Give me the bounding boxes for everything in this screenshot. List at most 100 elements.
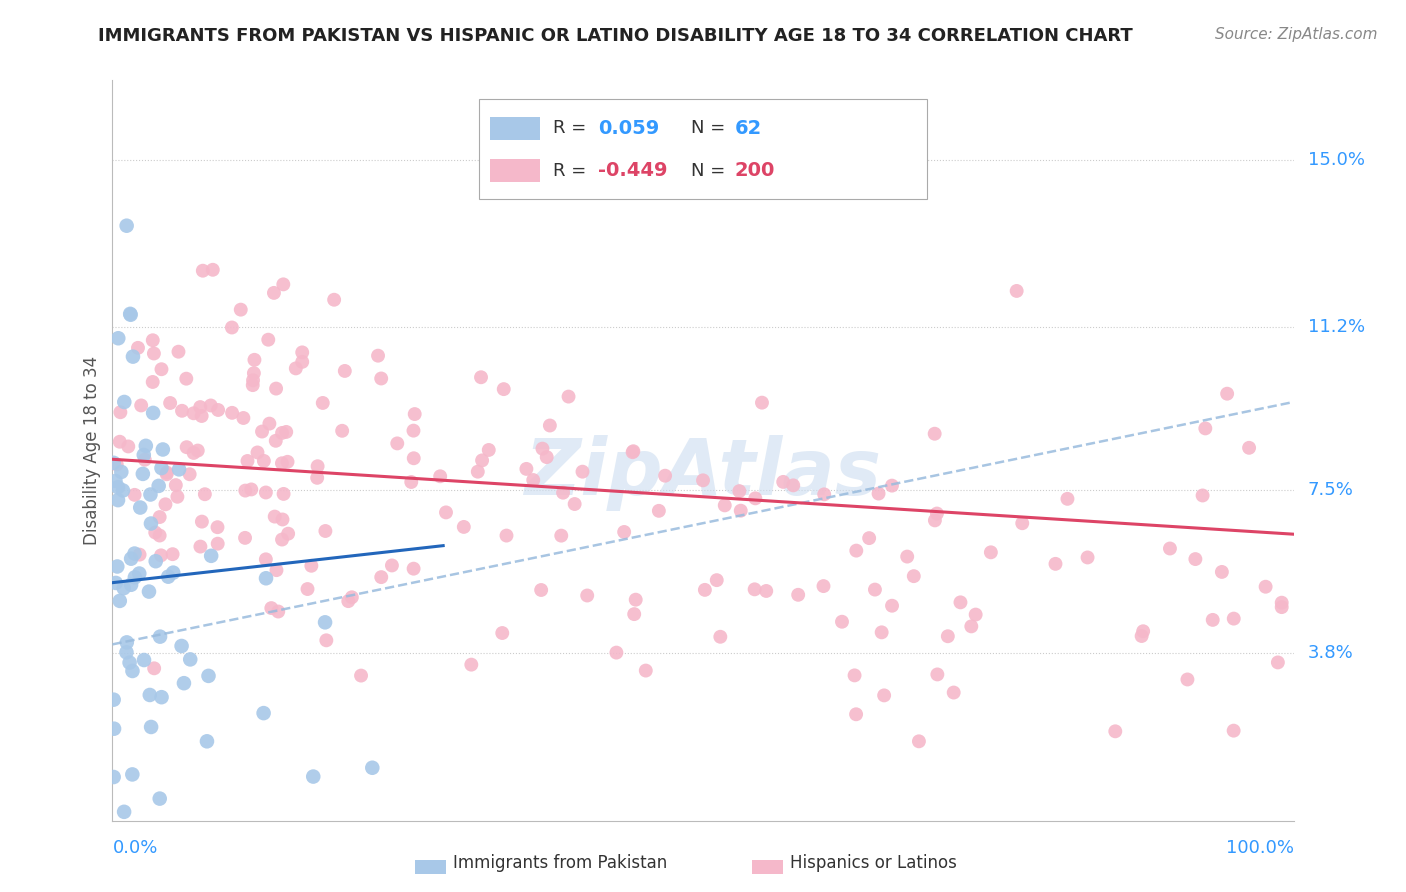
Point [751,395,773,409]
Point [254,552,277,566]
Point [132,467,155,481]
Point [323,293,346,307]
Point [242,373,264,387]
Point [112,581,135,595]
Point [166,490,188,504]
Point [167,344,190,359]
Point [813,579,835,593]
Point [132,448,155,462]
Point [117,439,139,453]
Point [257,333,280,347]
Point [634,664,657,678]
Point [260,601,283,615]
Point [191,515,214,529]
Point [1267,656,1289,670]
Point [1056,491,1078,506]
Point [550,528,572,542]
Point [115,645,138,659]
Point [122,350,145,364]
Point [402,562,425,576]
FancyBboxPatch shape [491,159,540,183]
Point [491,626,513,640]
Point [115,219,138,233]
Point [492,382,515,396]
Point [401,475,423,489]
Point [142,346,165,360]
Point [128,548,150,562]
Point [873,689,896,703]
Point [858,531,880,545]
Text: 0.0%: 0.0% [112,839,157,857]
Point [201,262,224,277]
Point [1216,386,1239,401]
Point [1177,673,1199,687]
Point [142,375,165,389]
Point [108,434,131,449]
Point [118,656,141,670]
Point [571,465,593,479]
Point [1011,516,1033,531]
Point [1132,624,1154,639]
Text: Immigrants from Pakistan: Immigrants from Pakistan [453,855,666,872]
Point [107,480,129,494]
Point [111,483,134,498]
Point [120,551,142,566]
Point [195,734,218,748]
Point [148,479,170,493]
Point [121,767,143,781]
Point [333,364,356,378]
Point [156,467,179,482]
Point [229,302,252,317]
Point [709,630,731,644]
Point [173,676,195,690]
Point [240,483,263,497]
Point [1222,612,1244,626]
Point [139,720,162,734]
Text: ZipAtlas: ZipAtlas [524,434,882,511]
Point [107,331,129,345]
Point [254,485,277,500]
Point [880,478,903,492]
FancyBboxPatch shape [478,99,928,199]
Point [115,635,138,649]
Point [531,442,554,456]
Point [621,444,644,458]
Text: 11.2%: 11.2% [1308,318,1365,336]
Point [232,411,254,425]
Point [1159,541,1181,556]
Point [179,652,201,666]
Point [845,707,868,722]
Point [276,425,298,439]
Point [129,399,152,413]
Point [139,487,162,501]
Point [120,307,142,321]
Point [104,576,127,591]
Point [330,424,353,438]
Point [755,584,778,599]
Point [536,450,558,464]
Point [515,462,537,476]
Point [243,352,266,367]
Point [460,657,482,672]
Point [404,407,426,421]
Point [271,456,294,470]
Point [538,418,561,433]
Point [370,570,392,584]
Point [149,630,172,644]
Point [271,425,294,440]
Point [135,439,157,453]
Point [1005,284,1028,298]
Point [1077,550,1099,565]
Point [845,543,868,558]
Point [1271,596,1294,610]
Point [613,524,636,539]
Point [307,471,329,485]
Point [1104,724,1126,739]
Point [467,465,489,479]
Text: IMMIGRANTS FROM PAKISTAN VS HISPANIC OR LATINO DISABILITY AGE 18 TO 34 CORRELATI: IMMIGRANTS FROM PAKISTAN VS HISPANIC OR … [98,27,1133,45]
Point [831,615,853,629]
Point [149,791,172,805]
Point [522,473,544,487]
Point [478,442,501,457]
Point [252,706,274,720]
